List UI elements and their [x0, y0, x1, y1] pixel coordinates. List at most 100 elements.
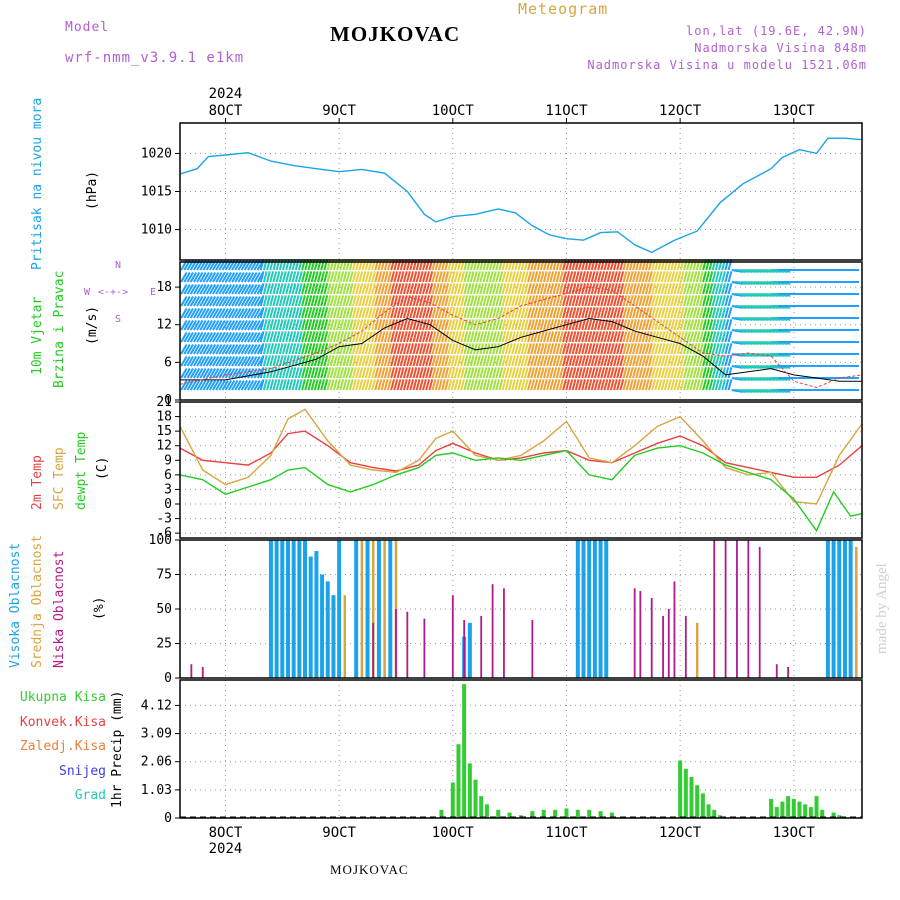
wind-barb — [597, 259, 602, 271]
wind-barb — [262, 343, 268, 355]
model-name: wrf-nmm_v3.9.1 e1km — [65, 50, 245, 66]
wind-barb — [584, 271, 590, 283]
wind-barb — [527, 295, 532, 307]
wind-barb — [409, 331, 415, 343]
wind-barb — [367, 259, 373, 271]
y-tick-label: 1020 — [141, 146, 172, 161]
wind-barb — [539, 307, 545, 319]
wind-barb — [718, 319, 723, 331]
wind-barb — [199, 343, 207, 355]
wind-barb — [708, 379, 714, 391]
wind-barb — [205, 271, 213, 283]
wind-barb — [584, 259, 590, 271]
wind-barb — [523, 259, 529, 271]
wind-barb — [396, 271, 402, 283]
wind-barb — [297, 283, 303, 295]
wind-barb — [625, 271, 631, 283]
wind-barb — [259, 283, 265, 295]
wind-barb — [297, 379, 303, 391]
wind-barb — [517, 295, 523, 307]
wind-barb — [237, 307, 245, 319]
wind-barb — [571, 307, 577, 319]
wind-barb — [495, 283, 501, 295]
wind-barb — [616, 295, 621, 307]
wind-barb — [584, 307, 590, 319]
wind-barb — [441, 355, 446, 367]
cloud-bar — [855, 546, 858, 678]
wind-barb — [320, 259, 325, 271]
wind-barb — [387, 295, 392, 307]
wind-barb — [460, 355, 466, 367]
wind-barb — [622, 343, 628, 355]
wind-barb — [237, 283, 245, 295]
wind-barb — [342, 331, 348, 343]
wind-barb — [425, 295, 431, 307]
wind-barb — [600, 259, 606, 271]
wind-barb — [501, 355, 507, 367]
cloud-bar — [388, 540, 393, 678]
wind-barb — [371, 271, 376, 283]
wind-barb — [546, 319, 551, 331]
wind-barb — [708, 319, 714, 331]
wind-barb — [542, 379, 548, 391]
wind-barb — [450, 367, 456, 379]
wind-barb — [663, 379, 669, 391]
cloud-bar — [285, 540, 290, 678]
wind-barb — [297, 271, 303, 283]
wind-barb — [460, 331, 466, 343]
wind-barb — [320, 283, 325, 295]
wind-barb — [361, 295, 367, 307]
cloud-bar — [837, 540, 842, 678]
wind-barb — [215, 379, 223, 391]
wind-barb — [657, 343, 663, 355]
top-date-label: 11OCT — [545, 103, 588, 119]
wind-barb — [288, 271, 294, 283]
wind-barb — [228, 379, 236, 391]
wind-barb — [597, 379, 602, 391]
wind-barb — [418, 355, 424, 367]
wind-barb — [199, 283, 207, 295]
wind-barb — [721, 271, 727, 283]
wind-barb — [402, 307, 408, 319]
bottom-date-label: 9OCT — [322, 825, 356, 841]
wind-barb — [205, 367, 213, 379]
wind-barb — [555, 343, 561, 355]
wind-barb — [422, 259, 427, 271]
wind-barb — [212, 295, 220, 307]
wind-barb — [396, 331, 402, 343]
wind-barb — [326, 283, 332, 295]
wind-barb — [422, 283, 427, 295]
wind-barb — [387, 283, 392, 295]
wind-barb — [660, 367, 666, 379]
wind-barb — [463, 295, 469, 307]
wind-barb — [711, 271, 717, 283]
wind-barb — [383, 331, 389, 343]
wind-barb — [552, 343, 558, 355]
wind-barb — [520, 295, 526, 307]
wind-barb — [215, 343, 223, 355]
wind-barb — [504, 343, 510, 355]
wind-barb — [619, 283, 625, 295]
y-tick-label: 12 — [156, 439, 172, 454]
wind-barb — [651, 271, 656, 283]
wind-barb — [364, 283, 370, 295]
wind-barb — [482, 367, 488, 379]
wind-barb — [364, 295, 370, 307]
wind-barb — [568, 355, 574, 367]
wind-barb — [310, 343, 316, 355]
wind-barb — [616, 259, 621, 271]
precip-bar — [717, 815, 722, 818]
wind-barb — [520, 355, 526, 367]
wind-barb — [247, 319, 255, 331]
wind-barb — [406, 379, 411, 391]
wind-barb — [539, 283, 545, 295]
wind-barb — [453, 283, 459, 295]
wind-barb — [460, 283, 466, 295]
wind-barb — [234, 343, 242, 355]
wind-barb — [425, 307, 431, 319]
wind-barb — [705, 271, 711, 283]
wind-barb — [202, 319, 210, 331]
wind-barb — [406, 367, 411, 379]
wind-barb — [224, 307, 233, 319]
wind-barb — [670, 319, 676, 331]
